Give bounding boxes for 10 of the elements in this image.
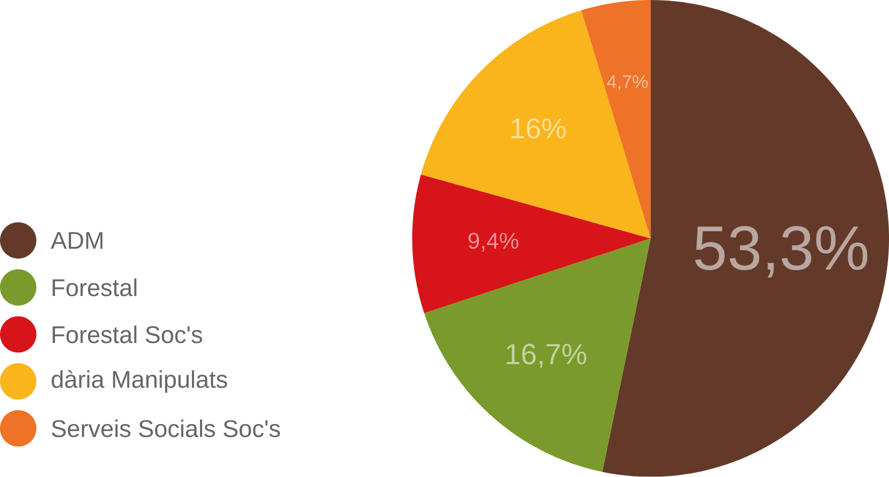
legend-label: ADM <box>50 232 102 249</box>
legend-label: Serveis Socials Soc's <box>52 420 280 438</box>
legend-label: Forestal <box>52 278 136 296</box>
data-label: 9,4% <box>468 232 518 252</box>
data-label: 16,7% <box>506 344 586 368</box>
data-label: 16% <box>512 118 566 139</box>
legend-label: dària Manipulats <box>52 370 228 393</box>
data-label: 4,7% <box>607 75 648 90</box>
data-label: 53,3% <box>695 226 868 278</box>
legend-label: Forestal Soc's <box>52 326 202 344</box>
